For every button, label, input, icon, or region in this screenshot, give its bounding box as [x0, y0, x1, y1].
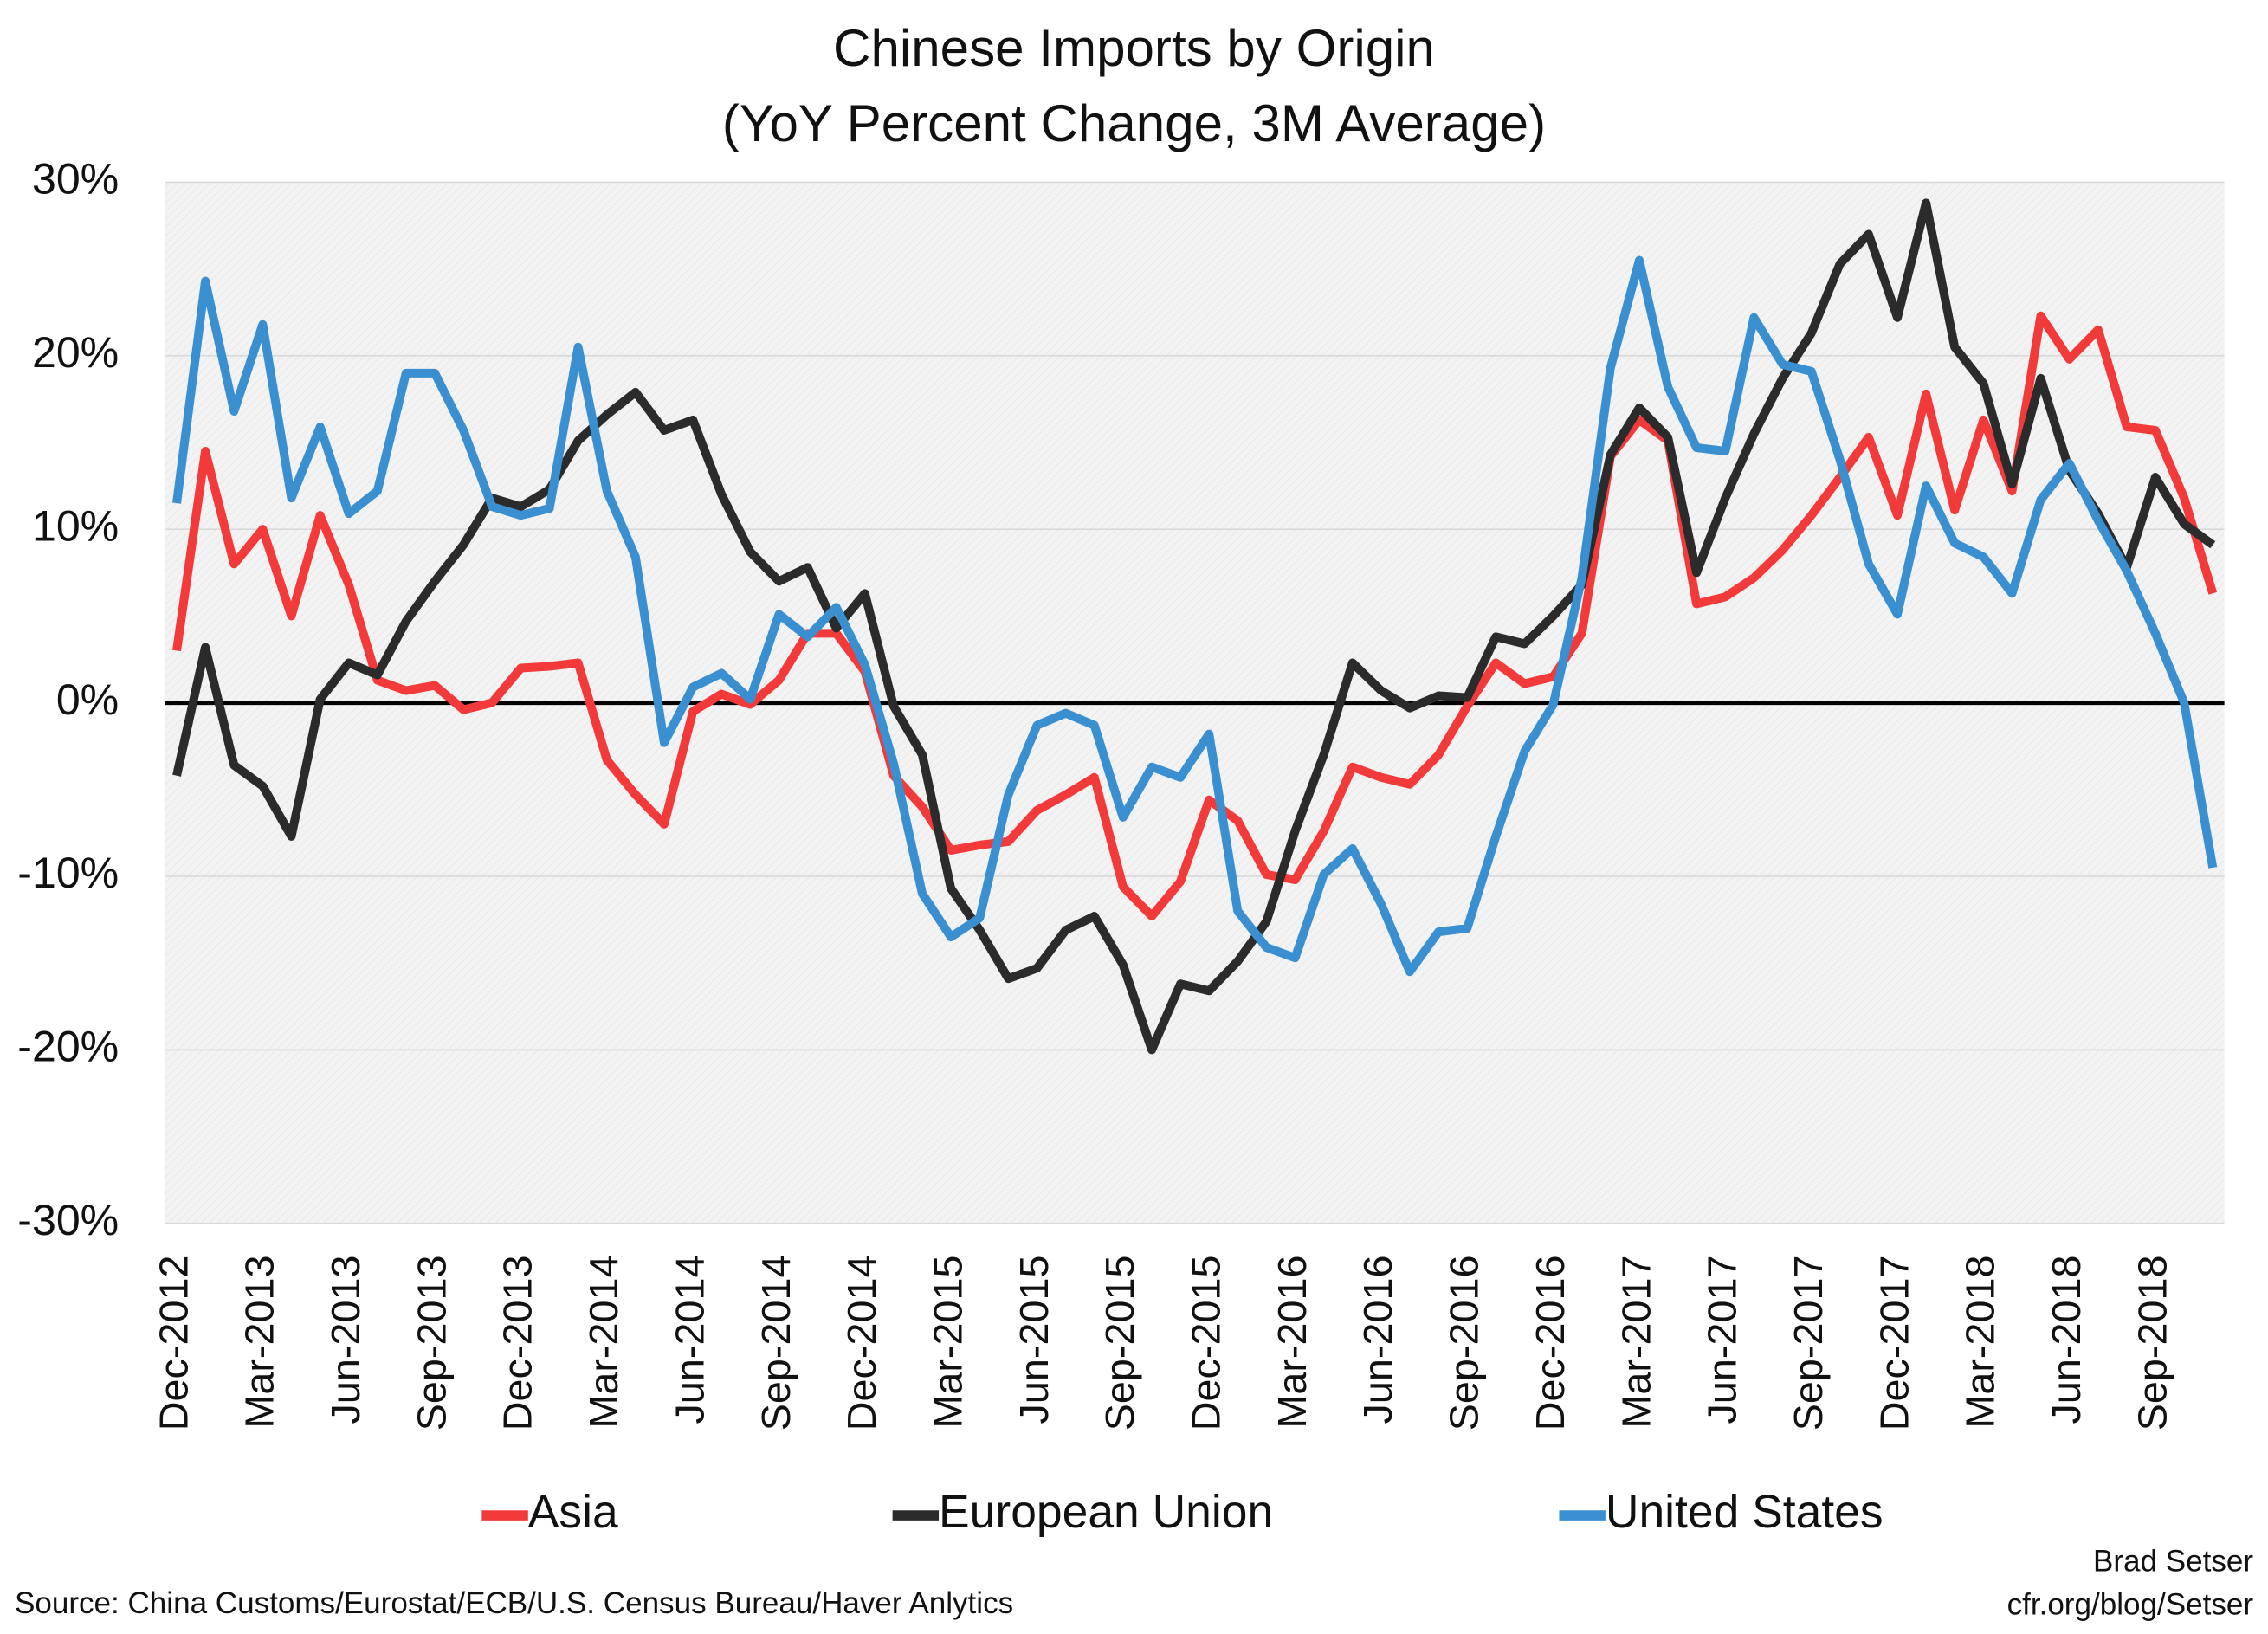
x-tick-label: Mar-2015 [925, 1255, 970, 1428]
credit: cfr.org/blog/Setser [2007, 1588, 2254, 1622]
legend-label: Asia [528, 1487, 618, 1538]
x-tick-label: Mar-2014 [581, 1255, 626, 1428]
x-tick-label: Dec-2017 [1871, 1255, 1916, 1431]
x-tick-label: Sep-2015 [1097, 1255, 1142, 1431]
y-tick-label: 10% [32, 501, 119, 550]
y-tick-label: -10% [17, 849, 119, 897]
chart-subtitle: (YoY Percent Change, 3M Average) [722, 94, 1546, 152]
x-tick-label: Dec-2013 [495, 1255, 540, 1431]
x-tick-label: Jun-2015 [1011, 1255, 1056, 1424]
x-tick-label: Dec-2012 [151, 1255, 196, 1431]
x-tick-label: Dec-2014 [839, 1255, 884, 1431]
y-tick-label: -20% [17, 1023, 119, 1071]
x-tick-label: Mar-2016 [1270, 1255, 1315, 1428]
source-note: Source: China Customs/Eurostat/ECB/U.S. … [15, 1586, 1013, 1620]
series-line [172, 311, 2218, 921]
legend-label: European Union [939, 1487, 1273, 1538]
x-tick-label: Jun-2013 [323, 1255, 368, 1424]
x-tick-label: Dec-2015 [1184, 1255, 1229, 1431]
x-tick-label: Sep-2013 [409, 1255, 454, 1431]
chart-title: Chinese Imports by Origin [833, 19, 1435, 77]
y-tick-label: 20% [32, 328, 119, 377]
y-tick-label: -30% [17, 1196, 119, 1244]
x-tick-label: Mar-2013 [237, 1255, 282, 1428]
x-tick-label: Mar-2017 [1613, 1255, 1658, 1428]
x-tick-label: Jun-2018 [2044, 1255, 2089, 1424]
y-tick-label: 0% [56, 675, 119, 724]
x-tick-label: Sep-2014 [753, 1255, 798, 1431]
x-tick-label: Sep-2017 [1786, 1255, 1831, 1431]
x-tick-label: Sep-2018 [2129, 1255, 2174, 1431]
series-line [172, 198, 2216, 1055]
x-tick-label: Dec-2016 [1528, 1255, 1573, 1431]
x-tick-label: Jun-2014 [667, 1255, 712, 1424]
series-line [172, 255, 2218, 977]
legend-label: United States [1606, 1487, 1884, 1538]
x-tick-label: Sep-2016 [1442, 1255, 1487, 1431]
x-tick-label: Mar-2018 [1958, 1255, 2003, 1428]
x-tick-label: Jun-2017 [1700, 1255, 1745, 1424]
y-tick-label: 30% [32, 155, 119, 203]
credit: Brad Setser [2093, 1544, 2253, 1578]
x-tick-label: Jun-2016 [1355, 1255, 1400, 1424]
